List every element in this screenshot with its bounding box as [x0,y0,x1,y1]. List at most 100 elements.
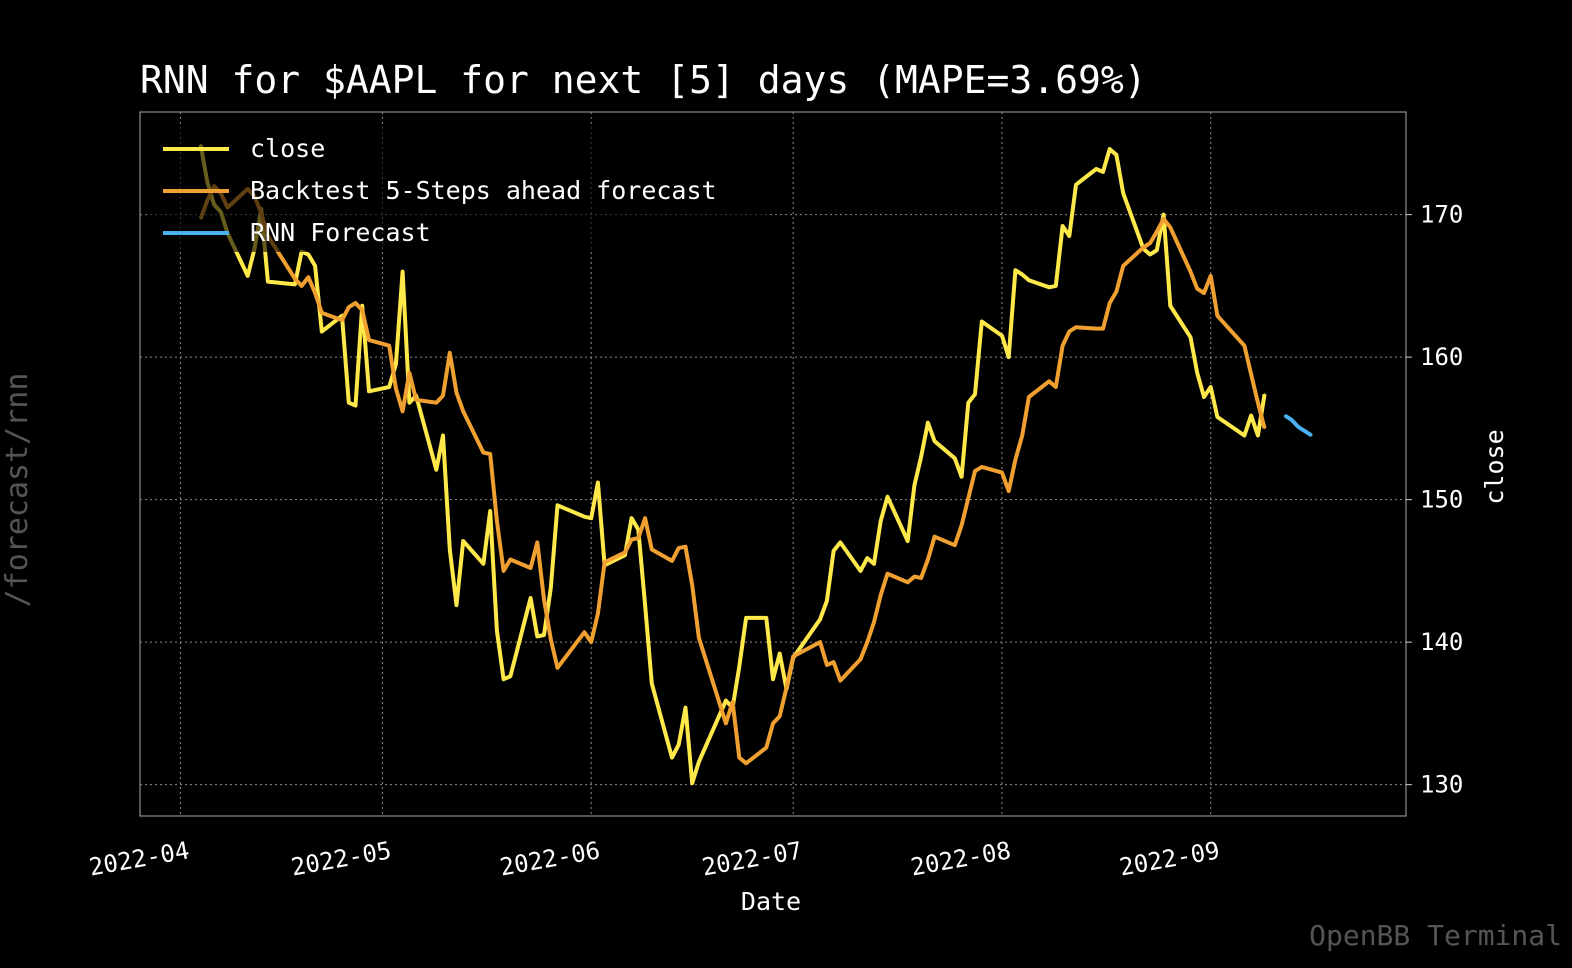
data-point [1250,373,1252,376]
legend-label: close [250,134,325,163]
y-tick-label: 150 [1420,486,1463,514]
data-point [630,538,633,541]
data-point [401,410,404,413]
data-point [1310,434,1313,437]
data-point [745,762,747,765]
data-point [832,550,835,552]
data-point [361,305,364,307]
data-point [1162,218,1165,220]
data-point [1068,330,1071,333]
data-point [671,756,673,759]
data-point [873,621,875,623]
data-point [1102,327,1104,330]
data-point [583,515,586,518]
data-point [536,635,539,638]
data-point [913,484,916,487]
data-point [691,584,693,586]
data-point [583,631,586,633]
data-point [866,641,869,643]
data-point [550,587,552,589]
data-point [300,285,303,287]
data-point [1115,154,1118,156]
data-point [550,638,552,641]
data-point [401,270,404,273]
data-point [1048,380,1050,383]
data-point [1001,334,1003,337]
data-point [765,617,768,619]
data-point [886,496,889,498]
data-point [509,558,512,561]
data-point [1257,401,1259,404]
data-point [543,634,545,636]
data-point [691,782,693,784]
data-point [651,548,653,551]
data-point [778,715,781,717]
data-point [1216,416,1219,418]
data-point [684,706,687,709]
data-point [651,682,653,685]
data-point [1189,336,1192,339]
x-tick-label: 2022-09 [1117,836,1221,881]
series-lines [198,144,1313,786]
data-point [981,466,983,468]
data-point [1075,183,1077,186]
data-point [1209,386,1212,388]
data-point [502,570,505,572]
legend-label: Backtest 5-Steps ahead forecast [250,176,717,205]
legend-box [150,124,770,252]
watermark: OpenBB Terminal [1309,919,1562,952]
data-point [341,319,343,321]
data-point [435,468,438,471]
data-point [455,604,458,606]
data-point [1122,192,1124,194]
data-point [1203,396,1205,398]
data-point [590,517,592,519]
data-point [826,664,828,666]
data-point [597,612,599,615]
data-point [731,701,734,703]
data-point [1108,148,1111,150]
data-point [906,540,909,542]
data-point [314,292,316,294]
data-point [1169,226,1172,229]
legend: close Backtest 5-Steps ahead forecast RNN … [150,124,770,252]
data-point [1102,171,1104,173]
data-point [462,410,465,413]
data-point [294,283,296,286]
data-point [974,393,976,396]
data-point [314,265,316,267]
y-tick-label: 170 [1420,201,1463,229]
data-point [933,535,936,538]
data-point [489,453,492,455]
data-point [482,563,485,565]
data-point [906,581,909,584]
data-point [960,524,963,527]
data-point [435,401,438,404]
data-point [933,440,936,443]
data-point [839,541,842,544]
data-point [1243,344,1246,347]
data-point [388,344,391,347]
data-point [556,504,559,507]
data-point [725,722,727,725]
data-point [1263,393,1266,396]
x-tick-label: 2022-07 [700,836,804,881]
side-route-label: /forecast/rnn [0,373,35,608]
x-axis-ticks: 2022-04 2022-05 2022-06 2022-07 2022-08 2022-… [87,836,1222,881]
data-point [879,520,882,522]
y-axis-ticks: 130 140 150 160 170 [1406,201,1463,799]
data-point [954,457,956,460]
data-point [738,665,741,668]
data-point [1297,426,1300,428]
data-point [321,312,323,314]
data-point [1196,372,1198,374]
data-point [677,547,680,549]
data-point [1068,235,1071,237]
y-tick-label: 130 [1420,771,1463,799]
data-point [1122,265,1124,267]
data-point [1216,315,1219,317]
data-point [644,517,646,519]
data-point [509,675,512,678]
data-point [1149,242,1151,244]
data-point [597,481,599,484]
